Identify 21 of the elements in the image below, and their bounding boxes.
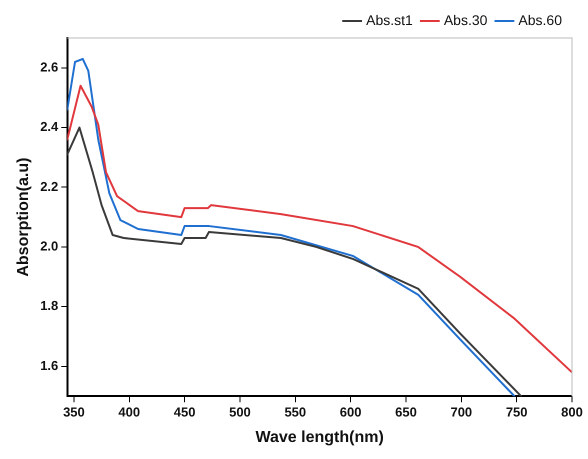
y-tick-label: 1.6 <box>40 358 58 373</box>
x-tick-label: 600 <box>340 404 362 420</box>
x-tick-label: 350 <box>63 404 85 420</box>
x-tick-label: 450 <box>174 404 196 420</box>
y-tick-label: 2.4 <box>40 119 60 134</box>
x-tick-label: 800 <box>561 404 583 420</box>
legend-label: Abs.60 <box>518 12 562 28</box>
x-tick-label: 400 <box>118 404 140 420</box>
y-tick-label: 2.0 <box>40 238 58 254</box>
x-tick-label: 700 <box>450 404 472 420</box>
y-axis-title: Absorption(a.u) <box>15 158 32 277</box>
legend-label: Abs.st1 <box>366 12 414 28</box>
x-tick-label: 550 <box>284 404 306 420</box>
y-tick-label: 2.2 <box>40 178 58 194</box>
x-tick-label: 500 <box>229 404 251 420</box>
x-tick-label: 750 <box>506 404 528 420</box>
y-tick-label: 2.6 <box>40 59 58 74</box>
y-tick-label: 1.8 <box>40 298 58 314</box>
legend-label: Abs.30 <box>444 12 488 28</box>
x-tick-label: 650 <box>395 404 417 420</box>
x-axis-title: Wave length(nm) <box>255 428 384 446</box>
